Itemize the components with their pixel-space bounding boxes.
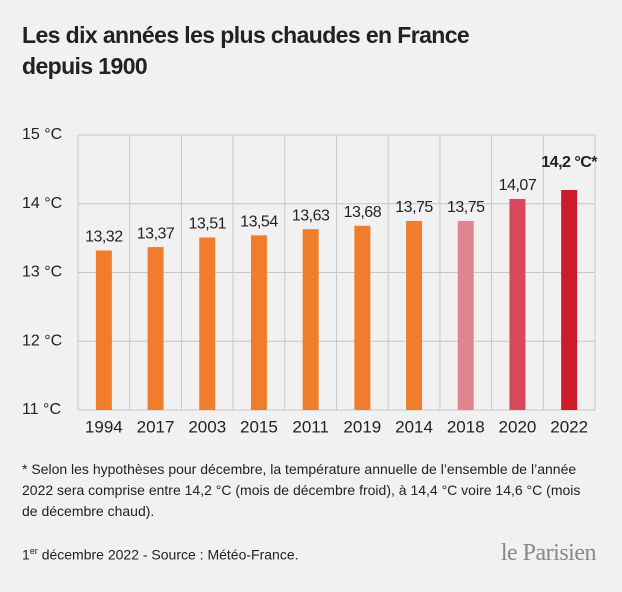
value-label: 13,51 bbox=[188, 216, 226, 233]
value-label: 13,75 bbox=[395, 199, 433, 216]
x-tick-label: 1994 bbox=[85, 417, 123, 436]
bar bbox=[95, 250, 112, 410]
value-label: 13,68 bbox=[344, 204, 382, 221]
bar bbox=[250, 235, 267, 410]
x-tick-label: 2022 bbox=[550, 417, 588, 436]
value-label: 13,75 bbox=[447, 199, 485, 216]
chart: 11 °C 12 °C 13 °C 14 °C 15 °C 1994 13,32 2017 13… bbox=[22, 126, 599, 436]
bar bbox=[199, 237, 216, 410]
x-tick-label: 2018 bbox=[447, 417, 485, 436]
bar bbox=[354, 225, 371, 410]
y-tick-label: 11 °C bbox=[22, 401, 61, 418]
x-tick-label: 2011 bbox=[292, 417, 329, 436]
value-label: 14,07 bbox=[499, 177, 537, 194]
x-tick-label: 2014 bbox=[395, 417, 433, 436]
value-label: 14,2 °C* bbox=[541, 154, 598, 171]
x-tick-label: 2019 bbox=[343, 417, 381, 436]
source-ordinal: er bbox=[29, 546, 38, 556]
bar bbox=[457, 220, 474, 410]
value-label: 13,32 bbox=[85, 229, 123, 246]
footnote: * Selon les hypothèses pour décembre, la… bbox=[22, 461, 581, 519]
y-tick-label: 14 °C bbox=[22, 195, 62, 212]
y-tick-label: 12 °C bbox=[22, 332, 62, 349]
x-tick-label: 2020 bbox=[499, 417, 537, 436]
chart-title: Les dix années les plus chaudes en Franc… bbox=[22, 22, 470, 79]
value-label: 13,63 bbox=[292, 207, 330, 224]
value-label: 13,37 bbox=[137, 225, 175, 242]
y-tick-label: 13 °C bbox=[22, 264, 62, 281]
source: 1er décembre 2022 - Source : Météo-Franc… bbox=[22, 546, 299, 563]
value-label: 13,54 bbox=[240, 214, 278, 231]
x-tick-label: 2015 bbox=[240, 417, 278, 436]
bar bbox=[561, 190, 578, 410]
x-tick-label: 2003 bbox=[188, 417, 226, 436]
source-text: décembre 2022 - Source : Météo-France. bbox=[41, 546, 299, 563]
bar bbox=[509, 198, 526, 410]
logo: le Parisien bbox=[500, 540, 597, 566]
source-day: 1 bbox=[22, 546, 30, 563]
bar bbox=[302, 229, 319, 410]
bar bbox=[147, 247, 164, 410]
y-tick-label: 15 °C bbox=[22, 126, 62, 143]
bar bbox=[406, 220, 423, 410]
x-tick-label: 2017 bbox=[137, 417, 175, 436]
